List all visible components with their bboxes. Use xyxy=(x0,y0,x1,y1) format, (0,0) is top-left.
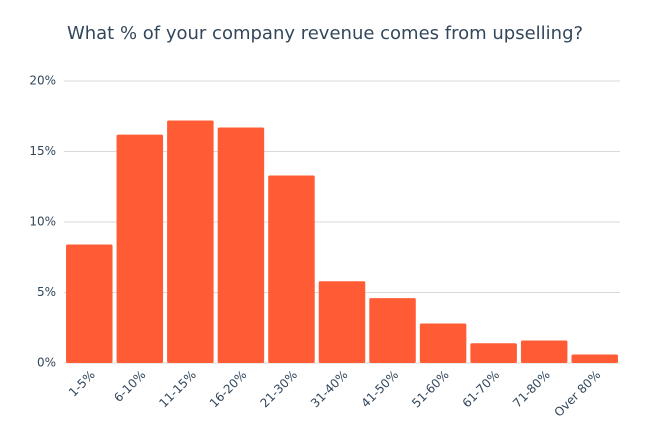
chart-title: What % of your company revenue comes fro… xyxy=(67,23,583,44)
y-tick-label: 10% xyxy=(29,215,56,229)
x-tick-label: 11-15% xyxy=(156,368,199,411)
bar xyxy=(268,175,315,363)
bar xyxy=(571,354,618,363)
bar xyxy=(419,323,467,363)
x-tick-label: Over 80% xyxy=(551,368,603,420)
x-tick-label: 1-5% xyxy=(66,368,98,400)
y-tick-label: 0% xyxy=(37,356,56,370)
bar xyxy=(318,281,366,363)
x-tick-label: 16-20% xyxy=(207,368,250,411)
x-tick-label: 21-30% xyxy=(257,368,300,411)
x-tick-label: 71-80% xyxy=(510,368,553,411)
y-tick-label: 20% xyxy=(29,74,56,88)
x-tick-label: 6-10% xyxy=(111,368,148,405)
x-tick-label: 31-40% xyxy=(308,368,351,411)
y-tick-label: 5% xyxy=(37,285,56,299)
x-tick-label: 41-50% xyxy=(359,368,402,411)
bar xyxy=(116,134,164,363)
y-tick-label: 15% xyxy=(29,144,56,158)
bar xyxy=(217,127,265,363)
bar xyxy=(66,244,113,363)
bar xyxy=(470,343,517,363)
bar xyxy=(520,340,568,363)
x-tick-label: 61-70% xyxy=(460,368,503,411)
bar xyxy=(369,298,416,363)
x-tick-label: 51-60% xyxy=(409,368,452,411)
bar xyxy=(167,120,214,363)
